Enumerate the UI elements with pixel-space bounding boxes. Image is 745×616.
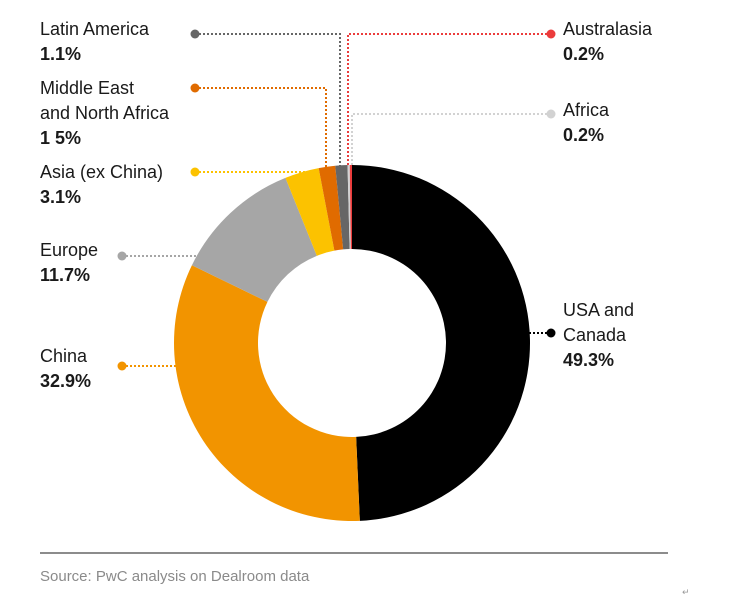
- footer-divider: [40, 552, 668, 554]
- slice-latin-america: [335, 165, 350, 250]
- leader-lines: [117, 29, 556, 371]
- label-latin-america-value: 1.1%: [40, 44, 81, 64]
- label-usa-and-canada-value: 49.3%: [563, 350, 614, 370]
- label-usa-and-canada-name: Canada: [563, 325, 627, 345]
- slice-labels: USA and Canada 49.3% China 32.9% Europe 11.7% A…: [40, 19, 653, 391]
- leader-australasia: [347, 33, 551, 166]
- label-middle-east-and-north-africa-name: Middle East: [40, 78, 134, 98]
- label-china-name: China: [40, 346, 88, 366]
- dot-usa-and-canada: [546, 328, 556, 338]
- label-africa-name: Africa: [563, 100, 610, 120]
- dot-australasia: [546, 29, 556, 39]
- label-asia-ex-china--name: Asia (ex China): [40, 162, 163, 182]
- slice-china: [174, 265, 360, 521]
- label-europe-value: 11.7%: [40, 265, 90, 285]
- dot-china: [117, 361, 127, 371]
- source-note: Source: PwC analysis on Dealroom data: [40, 568, 310, 585]
- label-china-value: 32.9%: [40, 371, 91, 391]
- label-europe-name: Europe: [40, 240, 98, 260]
- slice-africa: [347, 165, 351, 250]
- dot-asia-ex-china-: [190, 167, 200, 177]
- label-australasia-name: Australasia: [563, 19, 653, 39]
- slice-europe: [191, 177, 317, 302]
- donut-slices: [174, 165, 531, 521]
- label-middle-east-and-north-africa-name: and North Africa: [40, 103, 170, 123]
- return-mark: ↵: [682, 588, 690, 598]
- label-australasia-value: 0.2%: [563, 44, 604, 64]
- slice-asia-ex-china-: [285, 168, 335, 256]
- leader-latin-america: [195, 33, 341, 166]
- label-latin-america-name: Latin America: [40, 19, 150, 39]
- label-usa-and-canada-name: USA and: [563, 300, 634, 320]
- slice-middle-east-and-north-africa: [318, 165, 344, 251]
- label-asia-ex-china--value: 3.1%: [40, 187, 81, 207]
- slice-usa-and-canada: [352, 165, 531, 521]
- label-middle-east-and-north-africa-value: 1 5%: [40, 128, 81, 148]
- dot-africa: [546, 109, 556, 119]
- label-africa-value: 0.2%: [563, 125, 604, 145]
- dot-middle-east-and-north-africa: [190, 83, 200, 93]
- donut-chart: USA and Canada 49.3% China 32.9% Europe 11.7% A…: [40, 19, 653, 521]
- leader-middle-east-and-north-africa: [195, 87, 327, 168]
- leader-africa: [351, 113, 551, 166]
- dot-latin-america: [190, 29, 200, 39]
- slice-australasia: [349, 165, 352, 250]
- dot-europe: [117, 251, 127, 261]
